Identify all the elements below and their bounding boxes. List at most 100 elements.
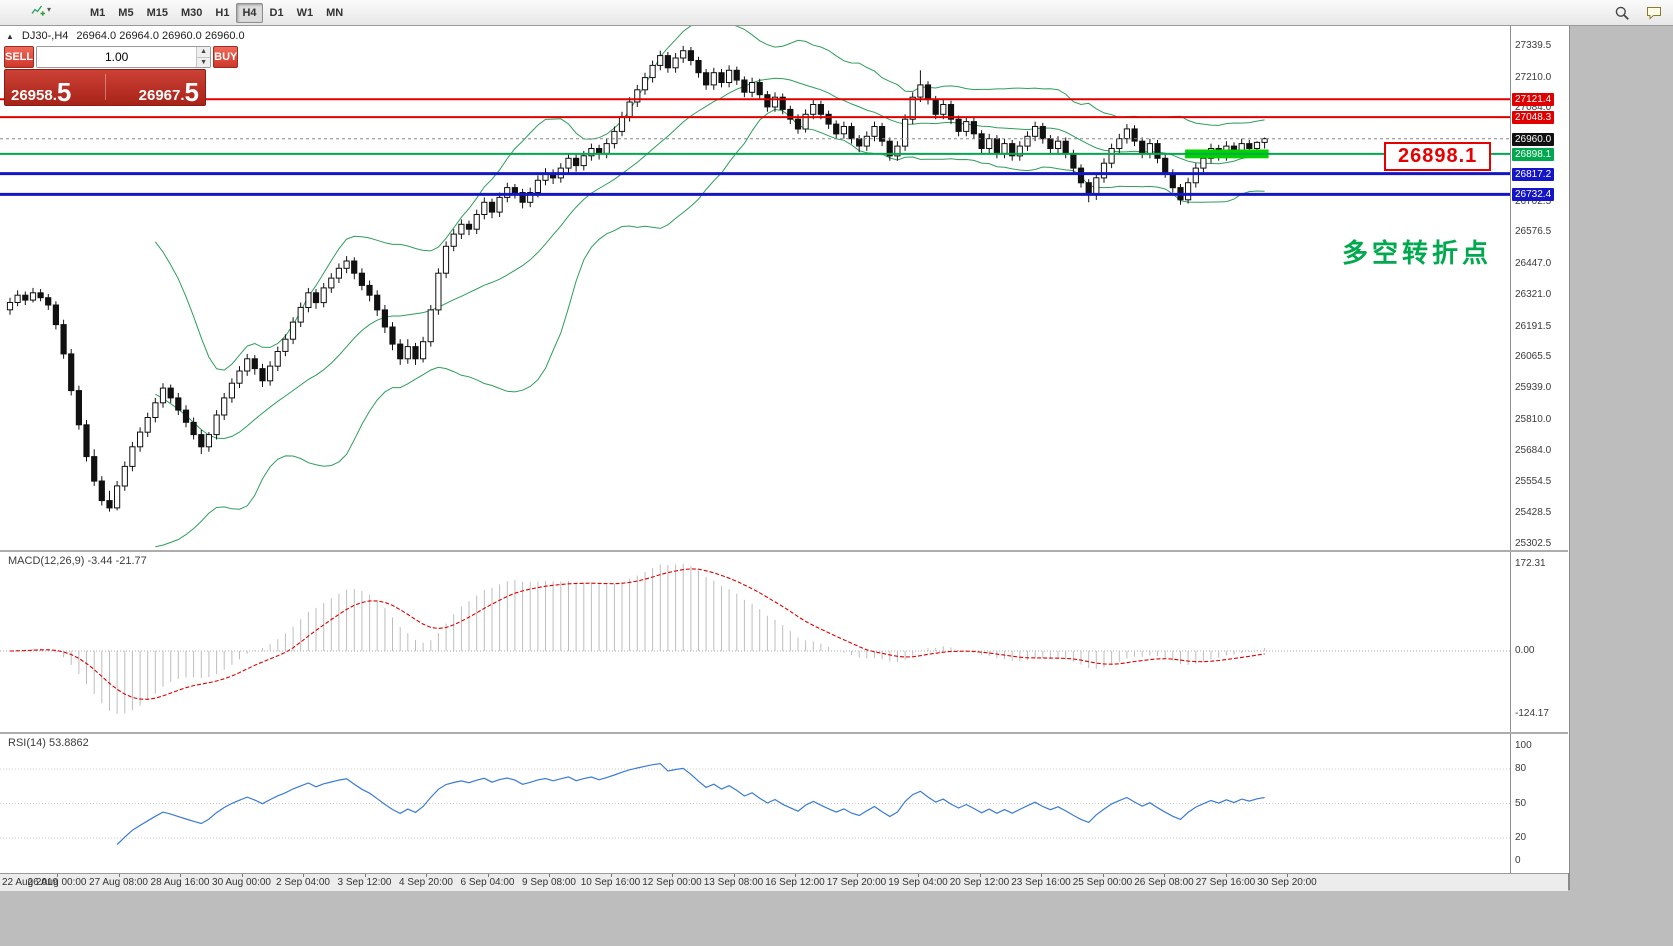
time-axis-tick [241,874,243,877]
chart-ohlc-values: 26964.0 26964.0 26960.0 26960.0 [76,30,245,42]
turning-point-label[interactable]: 多空转折点 [1342,238,1493,268]
rsi-line [116,762,1265,846]
time-axis-label: 22 Aug 2019 [2,877,59,888]
dropdown-arrow-icon: ▾ [47,5,52,14]
time-axis-label: 17 Sep 20:00 [826,877,887,888]
chart-header: ▲ DJ30-,H4 26964.0 26964.0 26960.0 26960… [6,30,245,42]
price-tick-label: 27339.5 [1515,40,1552,51]
macd-axis-label: -124.17 [1515,708,1549,719]
main-chart-canvas[interactable] [0,26,1510,550]
volume-stepper: ▲ ▼ [196,47,211,67]
chat-icon [1647,6,1661,20]
timeframe-mn-button[interactable]: MN [326,6,344,19]
price-tick-label: 26576.5 [1515,226,1552,237]
line-price-label: 26898.1 [1512,148,1555,161]
price-tick-label: 25428.5 [1515,507,1552,518]
time-axis-tick [57,874,58,877]
timeframe-d1-button[interactable]: D1 [269,6,284,19]
timeframe-bar: M1 M5 M15 M30 H1 H4 D1 W1 MN [84,2,349,23]
time-axis-tick [733,874,735,877]
macd-signal-line [9,568,1265,700]
timeframe-m15-button[interactable]: M15 [146,6,168,19]
line-price-label: 27121.4 [1512,93,1555,106]
price-tick-label: 25810.0 [1515,414,1552,425]
time-axis-label: 6 Sep 04:00 [460,877,515,888]
pane-splitter[interactable] [0,732,1568,734]
rsi-axis-label: 50 [1515,798,1527,809]
time-axis[interactable]: 22 Aug 2019 26 Aug 00:00 27 Aug 08:00 28 Au… [0,873,1568,891]
time-axis-tick [364,874,366,877]
community-button[interactable] [1639,1,1669,25]
rsi-axis-label: 80 [1515,763,1527,774]
timeframe-m30-button[interactable]: M30 [180,6,203,19]
macd-canvas [0,564,1510,714]
price-tick-label: 25302.5 [1515,538,1552,549]
time-axis-label: 30 Sep 20:00 [1257,877,1317,888]
line-price-label: 26732.4 [1512,188,1555,201]
rsi-pane[interactable]: RSI(14) 53.8862 [0,734,1510,873]
one-click-trading-panel: SELL ▲ ▼ BUY 26958.5 26967.5 [4,46,239,107]
macd-pane[interactable]: MACD(12,26,9) -3.44 -21.77 [0,552,1510,732]
time-axis-label: 28 Aug 16:00 [150,877,210,888]
time-axis-tick [918,874,919,877]
time-axis-label: 26 Sep 08:00 [1134,877,1194,888]
price-divider [104,73,106,100]
price-tick-label: 25939.0 [1515,382,1552,393]
price-tick-label: 26065.5 [1515,351,1552,362]
time-axis-label: 16 Sep 12:00 [765,877,825,888]
macd-indicator-label: MACD(12,26,9) -3.44 -21.77 [8,555,147,567]
price-tick-label: 27210.0 [1515,72,1552,83]
time-axis-tick [610,874,612,877]
volume-decrease-button[interactable]: ▼ [197,57,211,67]
price-tick-label: 26191.5 [1515,321,1552,332]
line-price-label: 27048.3 [1512,111,1555,124]
price-tick-label: 26321.0 [1515,289,1552,300]
timeframe-w1-button[interactable]: W1 [296,6,314,19]
time-axis-tick [1164,874,1165,877]
search-button[interactable] [1607,1,1637,25]
time-axis-label: 30 Aug 00:00 [212,877,271,888]
time-axis-label: 23 Sep 16:00 [1011,877,1071,888]
rsi-canvas [0,762,1510,846]
time-axis-label: 3 Sep 12:00 [337,877,392,888]
time-axis-tick [549,874,550,877]
volume-increase-button[interactable]: ▲ [197,47,211,58]
indicators-button[interactable]: ▾ [4,0,77,22]
timeframe-m5-button[interactable]: M5 [118,6,134,19]
volume-box: ▲ ▼ [36,46,212,68]
one-click-panel-toggle-icon[interactable]: ▲ [6,31,14,41]
time-axis-label: 20 Sep 12:00 [949,877,1010,888]
time-axis-tick [426,874,427,877]
volume-input[interactable] [37,47,197,67]
time-axis-label: 26 Aug 00:00 [27,877,87,888]
pane-splitter[interactable] [0,550,1568,552]
price-callout-label[interactable]: 26898.1 [1384,142,1492,171]
timeframe-h1-button[interactable]: H1 [215,6,230,19]
candles [6,45,1268,512]
buy-button[interactable]: BUY [213,46,239,68]
macd-axis-label: 0.00 [1515,645,1535,656]
bollinger-bands [154,26,1265,548]
time-axis-label: 19 Sep 04:00 [888,877,948,888]
macd-axis-label: 172.31 [1515,558,1546,569]
timeframe-h4-button[interactable]: H4 [236,2,263,23]
timeframe-m1-button[interactable]: M1 [90,6,106,19]
price-scale[interactable]: 27339.5 27210.0 27084.0 26702.5 26576.5 26447… [1510,26,1569,873]
rsi-axis-label: 100 [1515,740,1532,751]
time-axis-tick [303,874,304,877]
buy-price: 26967. 5 [138,76,199,107]
time-axis-label: 4 Sep 20:00 [399,877,453,888]
sell-button[interactable]: SELL [4,46,35,68]
time-axis-label: 2 Sep 04:00 [276,877,330,888]
main-chart-pane[interactable]: ▲ DJ30-,H4 26964.0 26964.0 26960.0 26960… [0,26,1510,550]
chart-window: ▲ DJ30-,H4 26964.0 26964.0 26960.0 26960… [0,26,1570,891]
time-axis-tick [1102,874,1104,877]
time-axis-label: 10 Sep 16:00 [580,877,641,888]
time-axis-label: 25 Sep 00:00 [1072,877,1133,888]
chart-symbol-period: DJ30-,H4 [21,30,69,42]
toolbar-right-buttons [1607,1,1669,25]
time-axis-tick [1287,874,1288,877]
bid-price-label: 26960.0 [1512,133,1555,146]
rsi-axis-label: 0 [1515,855,1521,866]
